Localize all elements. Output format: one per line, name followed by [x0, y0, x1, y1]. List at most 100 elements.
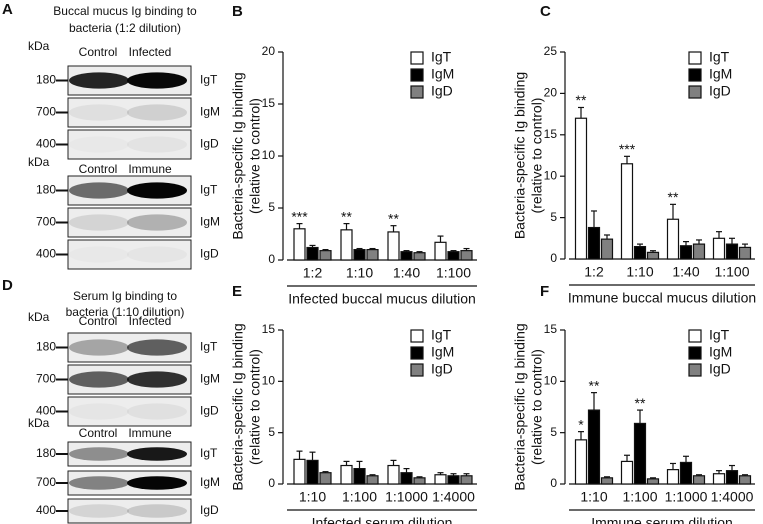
- lane-label: Control: [79, 162, 118, 176]
- unit-label: kDa: [28, 310, 50, 324]
- significance-label: **: [635, 395, 646, 411]
- marker-label: 400: [36, 404, 56, 418]
- blot-title: Buccal mucus Ig binding to: [53, 4, 197, 18]
- bar: [679, 461, 693, 485]
- row-label: IgD: [200, 247, 219, 261]
- x-tick-label: 1:100: [622, 489, 657, 505]
- x-tick-label: 1:4000: [432, 489, 475, 505]
- y-tick-label: 20: [262, 44, 276, 58]
- significance-label: **: [576, 92, 587, 108]
- x-tick-label: 1:10: [580, 489, 607, 505]
- panel-letter: F: [540, 283, 549, 300]
- bar: [574, 439, 588, 485]
- y-axis-label: Bacteria-specific Ig binding: [230, 323, 246, 490]
- blot-strip: [67, 498, 192, 524]
- marker-label: 700: [36, 105, 56, 119]
- bar: [679, 245, 693, 260]
- significance-label: **: [341, 208, 352, 224]
- row-label: IgT: [200, 73, 218, 87]
- y-axis-label: (relative to control): [247, 349, 263, 465]
- y-tick-label: 0: [550, 476, 557, 490]
- bar: [725, 243, 739, 260]
- marker-label: 700: [36, 215, 56, 229]
- y-tick-label: 10: [544, 168, 558, 182]
- legend-label: IgT: [709, 49, 730, 65]
- y-axis-label: Bacteria-specific Ig binding: [512, 323, 528, 490]
- x-tick-label: 1:40: [672, 264, 699, 280]
- bar: [434, 241, 447, 261]
- bar: [633, 422, 647, 485]
- lane-label: Infected: [129, 314, 172, 328]
- y-tick-label: 20: [544, 86, 558, 100]
- x-tick-label: 1:10: [346, 265, 373, 281]
- bar: [587, 409, 601, 485]
- marker-label: 400: [36, 503, 56, 517]
- lane-label: Control: [79, 426, 118, 440]
- bar: [434, 474, 447, 485]
- bar: [447, 251, 460, 261]
- marker-label: 700: [36, 372, 56, 386]
- bar: [633, 245, 647, 260]
- legend-swatch: [688, 329, 702, 343]
- row-label: IgT: [200, 340, 218, 354]
- lane-label: Control: [79, 314, 118, 328]
- lane-label: Infected: [129, 45, 172, 59]
- unit-label: kDa: [28, 39, 50, 53]
- unit-label: kDa: [28, 155, 50, 169]
- legend-swatch: [410, 363, 424, 377]
- y-axis-label: (relative to control): [529, 349, 545, 465]
- blot-band: [127, 504, 187, 518]
- legend-swatch: [688, 51, 702, 65]
- legend-swatch: [688, 85, 702, 99]
- legend-label: IgM: [709, 344, 732, 360]
- bar: [738, 246, 752, 260]
- bar: [574, 117, 588, 260]
- row-label: IgM: [200, 475, 220, 489]
- y-tick-label: 10: [262, 374, 276, 388]
- x-tick-label: 1:1000: [385, 489, 428, 505]
- row-label: IgM: [200, 215, 220, 229]
- bar: [400, 251, 413, 261]
- bar: [366, 249, 379, 261]
- bar: [600, 477, 614, 485]
- marker-label: 180: [36, 183, 56, 197]
- blot-band: [69, 403, 129, 419]
- bar: [319, 250, 332, 261]
- lane-label: Immune: [128, 426, 172, 440]
- legend-label: IgM: [709, 66, 732, 82]
- significance-label: **: [589, 377, 600, 393]
- legend-swatch: [410, 329, 424, 343]
- y-tick-label: 15: [544, 127, 558, 141]
- bar: [692, 475, 706, 485]
- bar: [600, 238, 614, 260]
- y-tick-label: 15: [544, 322, 558, 336]
- y-axis-label: Bacteria-specific Ig binding: [230, 72, 246, 239]
- bar: [413, 252, 426, 261]
- row-label: IgM: [200, 372, 220, 386]
- y-tick-label: 0: [268, 252, 275, 266]
- legend-swatch: [410, 68, 424, 82]
- panel-letter: C: [540, 3, 551, 20]
- bar: [587, 226, 601, 260]
- y-tick-label: 15: [262, 96, 276, 110]
- bar: [712, 237, 726, 260]
- bar: [712, 473, 726, 485]
- bar: [447, 475, 460, 485]
- marker-label: 400: [36, 137, 56, 151]
- blot-band: [127, 339, 187, 356]
- y-tick-label: 5: [268, 425, 275, 439]
- panel-letter: E: [232, 283, 242, 300]
- y-tick-label: 0: [268, 476, 275, 490]
- bar: [620, 460, 634, 485]
- blot-band: [69, 504, 129, 518]
- legend-label: IgD: [431, 83, 453, 99]
- blot-band: [127, 104, 187, 121]
- bar: [387, 464, 400, 485]
- legend-label: IgT: [709, 327, 730, 343]
- blot-strip: [67, 396, 192, 427]
- y-tick-label: 10: [544, 374, 558, 388]
- blot-band: [69, 104, 129, 121]
- x-axis-label: Infected serum dilution: [312, 515, 453, 524]
- significance-label: *: [578, 416, 584, 432]
